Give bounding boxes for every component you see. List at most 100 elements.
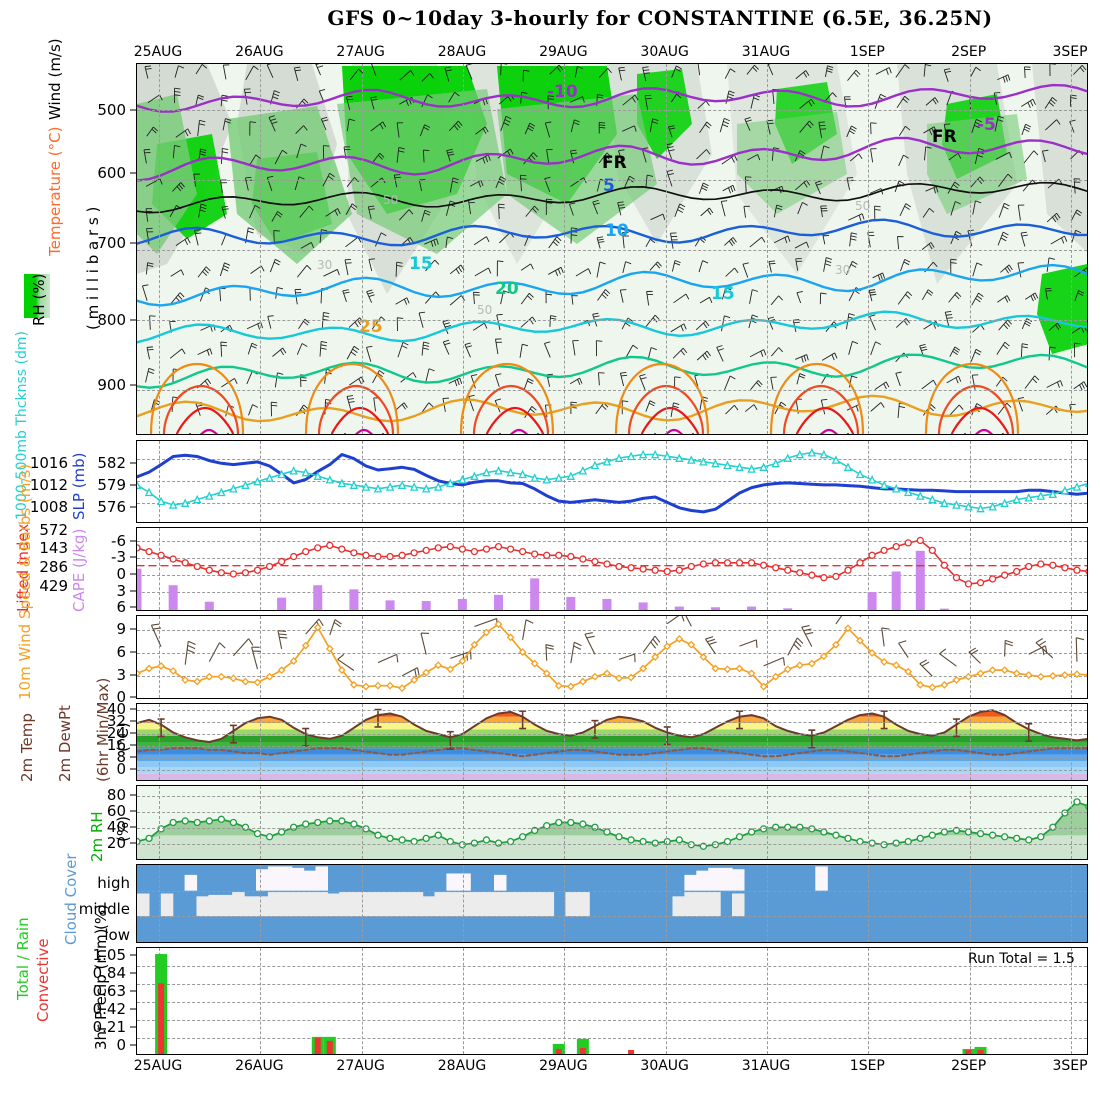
temp-color-band [137, 742, 1087, 749]
data-point [494, 466, 503, 475]
date-label: 2SEP [951, 44, 987, 60]
date-label: 25AUG [133, 1058, 183, 1074]
data-point [410, 676, 419, 684]
data-point [831, 455, 841, 464]
gridline-vertical [1071, 704, 1072, 780]
axis-tick [130, 384, 137, 386]
data-point [205, 817, 213, 825]
data-point [277, 557, 286, 566]
wind-barbs-10m [137, 616, 1085, 678]
plot-canvas: -10 -5 FR FR 5 10 15 20 25 15 50 50 30 30 50 [137, 64, 1087, 434]
gridline-vertical [868, 441, 870, 522]
gridline-horizontal [137, 984, 1087, 985]
data-point [494, 620, 503, 629]
data-point [265, 562, 274, 571]
gridline-vertical [463, 528, 464, 610]
data-point [723, 460, 732, 470]
data-point [952, 574, 961, 582]
data-point [530, 659, 539, 668]
data-point [193, 818, 201, 827]
contour-label: 5 [603, 176, 615, 196]
data-point [229, 818, 238, 827]
gridline-vertical [767, 616, 768, 698]
data-point [687, 562, 695, 571]
data-point [1024, 493, 1033, 502]
contour-label: 20 [495, 279, 519, 299]
data-point [314, 544, 322, 552]
data-point [482, 628, 491, 637]
gridline-horizontal [137, 676, 1087, 677]
data-point [338, 545, 346, 553]
data-point [446, 665, 455, 674]
temp2m-panel [136, 703, 1088, 781]
data-point [891, 484, 901, 493]
data-point [844, 834, 852, 843]
axis-tick [130, 462, 137, 464]
cloud-cell [137, 893, 150, 917]
axis-tick-label: 1008 [29, 498, 68, 516]
axis-tick-label: 143 [39, 539, 68, 557]
date-label: 30AUG [640, 44, 689, 60]
data-point [1012, 494, 1021, 504]
plot-canvas [137, 616, 1087, 693]
data-point [181, 559, 189, 567]
data-point [169, 818, 177, 827]
axis-title-precip: 3hr Precip (mm) [92, 928, 110, 1050]
data-point [542, 669, 551, 678]
axis-tick-label: 286 [39, 558, 68, 576]
data-point [820, 574, 828, 582]
data-point [277, 469, 286, 479]
cloud-cell [267, 892, 281, 917]
gridline-horizontal [137, 110, 1087, 111]
gridline-vertical [665, 786, 667, 859]
contour-label: 25 [359, 317, 383, 337]
axis-tick [130, 590, 137, 592]
cloud-cell [279, 866, 293, 891]
cape-bar [530, 578, 540, 610]
gridline-vertical [868, 948, 870, 1054]
gridline-vertical [159, 704, 160, 780]
data-point [374, 552, 382, 561]
date-label: 25AUG [133, 44, 183, 60]
cloud-cell [684, 892, 697, 917]
cape-bar [277, 597, 287, 610]
axis-tick [130, 319, 137, 321]
data-point [180, 498, 190, 507]
gridline-vertical [564, 865, 566, 942]
data-point [555, 818, 563, 827]
axis-tick [130, 954, 137, 956]
data-point [157, 551, 165, 559]
data-point [217, 487, 226, 497]
data-point [531, 550, 539, 558]
axis-tick [130, 556, 137, 558]
data-point [421, 484, 431, 493]
gridline-vertical [159, 441, 160, 522]
data-point [325, 644, 334, 653]
cape-bar [783, 608, 793, 610]
data-point [916, 536, 924, 545]
date-label: 26AUG [235, 1058, 284, 1074]
gridline-vertical [463, 948, 464, 1054]
data-point [796, 569, 804, 577]
precip-convective-bar [965, 1049, 972, 1054]
data-point [137, 837, 141, 846]
gridline-vertical [1071, 441, 1072, 522]
data-point [470, 471, 479, 480]
data-point [759, 682, 768, 691]
gridline-vertical [260, 704, 262, 780]
axis-tick [130, 573, 137, 575]
data-point [337, 666, 346, 675]
contour-label: 10 [605, 221, 629, 241]
gridline-horizontal [137, 390, 1087, 391]
contour-label: 15 [409, 254, 433, 274]
data-point [1084, 482, 1087, 488]
contour-label: 30 [317, 258, 332, 272]
data-point [627, 836, 635, 844]
date-label: 27AUG [336, 1058, 385, 1074]
data-point [602, 457, 612, 466]
data-point [940, 498, 949, 507]
cloud-cell [482, 892, 495, 917]
axis-tick-label: 24 [106, 724, 126, 742]
data-point [662, 451, 672, 461]
axis-tick-label: 80 [106, 786, 126, 804]
